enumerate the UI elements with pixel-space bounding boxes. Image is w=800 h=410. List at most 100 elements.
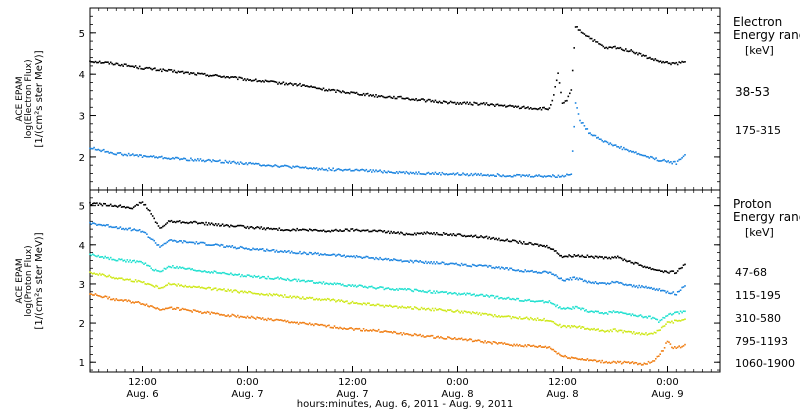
proton-data-point xyxy=(242,316,245,318)
proton-data-point xyxy=(645,266,647,269)
proton-data-point xyxy=(183,267,185,270)
proton-data-point xyxy=(491,294,493,297)
proton-data-point xyxy=(585,280,587,283)
proton-data-point xyxy=(500,341,503,344)
proton-data-point xyxy=(217,312,220,315)
electron-data-point xyxy=(433,173,435,175)
electron-data-point xyxy=(550,175,553,178)
proton-data-point xyxy=(404,234,406,236)
electron-data-point xyxy=(602,141,605,143)
proton-data-point xyxy=(339,300,341,303)
proton-data-point xyxy=(90,204,93,206)
proton-data-point xyxy=(295,278,297,281)
electron-data-point xyxy=(297,84,300,86)
proton-data-point xyxy=(364,256,366,259)
proton-data-point xyxy=(513,269,515,271)
electron-data-point xyxy=(187,159,189,162)
proton-data-point xyxy=(150,267,152,270)
proton-data-point xyxy=(285,320,287,323)
electron-data-point xyxy=(418,99,420,101)
proton-data-point xyxy=(467,311,470,313)
proton-data-point xyxy=(445,263,448,265)
proton-data-point xyxy=(649,315,651,318)
proton-data-point xyxy=(141,281,144,284)
proton-data-point xyxy=(290,229,293,232)
proton-data-point xyxy=(653,268,655,271)
proton-data-point xyxy=(132,280,134,283)
proton-data-point xyxy=(629,330,631,333)
proton-data-point xyxy=(361,257,363,259)
proton-data-point xyxy=(361,285,363,287)
electron-data-point xyxy=(485,102,488,104)
electron-data-point xyxy=(307,167,310,170)
electron-data-point xyxy=(155,156,158,158)
proton-data-point xyxy=(121,258,123,261)
proton-data-point xyxy=(94,255,97,257)
electron-data-point xyxy=(371,95,373,97)
proton-data-point xyxy=(578,255,581,258)
proton-data-point xyxy=(362,256,365,259)
proton-data-point xyxy=(627,361,630,363)
proton-data-point xyxy=(647,267,650,269)
proton-data-point xyxy=(290,297,293,299)
electron-data-point xyxy=(108,152,111,154)
electron-data-point xyxy=(550,104,552,106)
electron-data-point xyxy=(260,165,263,167)
proton-data-point xyxy=(329,326,332,329)
proton-data-point xyxy=(496,266,499,269)
proton-data-point xyxy=(462,264,464,266)
proton-data-point xyxy=(531,318,533,320)
proton-data-point xyxy=(614,311,616,314)
electron-data-point xyxy=(362,169,365,171)
proton-data-point xyxy=(162,244,164,246)
proton-data-point xyxy=(195,286,198,288)
proton-data-point xyxy=(304,281,307,283)
proton-data-point xyxy=(672,347,675,350)
proton-data-point xyxy=(536,243,539,246)
electron-data-point xyxy=(394,172,397,174)
proton-data-point xyxy=(484,236,486,238)
proton-data-point xyxy=(169,283,171,286)
proton-data-point xyxy=(119,258,122,261)
electron-data-point xyxy=(365,93,368,95)
proton-data-point xyxy=(582,307,585,310)
proton-data-point xyxy=(577,358,580,361)
electron-data-point xyxy=(354,168,357,171)
proton-data-point xyxy=(456,294,459,296)
proton-data-point xyxy=(635,332,638,334)
proton-data-point xyxy=(187,309,189,311)
proton-data-point xyxy=(418,308,420,311)
proton-data-point xyxy=(506,343,508,345)
proton-data-point xyxy=(513,239,515,242)
proton-data-point xyxy=(105,275,108,278)
proton-data-point xyxy=(249,291,252,293)
proton-data-point xyxy=(101,296,104,299)
proton-data-point xyxy=(553,303,556,306)
electron-data-point xyxy=(220,161,222,164)
proton-data-point xyxy=(619,311,622,313)
proton-data-point xyxy=(574,325,577,328)
proton-data-point xyxy=(394,232,397,234)
proton-data-point xyxy=(315,281,318,284)
proton-data-point xyxy=(217,244,220,246)
proton-data-point xyxy=(224,315,227,317)
proton-data-point xyxy=(455,338,457,341)
proton-data-point xyxy=(303,228,305,231)
proton-data-point xyxy=(337,327,340,330)
proton-data-point xyxy=(299,280,301,283)
proton-data-point xyxy=(115,277,118,279)
electron-data-point xyxy=(431,99,434,102)
proton-data-point xyxy=(641,265,643,267)
proton-data-point xyxy=(333,229,336,232)
proton-data-point xyxy=(514,239,517,242)
electron-data-point xyxy=(275,81,278,84)
proton-data-point xyxy=(237,314,239,317)
proton-data-point xyxy=(243,247,246,250)
proton-data-point xyxy=(221,314,224,316)
proton-data-point xyxy=(263,294,265,296)
proton-data-point xyxy=(286,277,289,280)
proton-data-point xyxy=(594,255,597,258)
proton-data-point xyxy=(658,288,661,290)
electron-data-point xyxy=(202,73,205,75)
proton-data-point xyxy=(513,298,515,301)
